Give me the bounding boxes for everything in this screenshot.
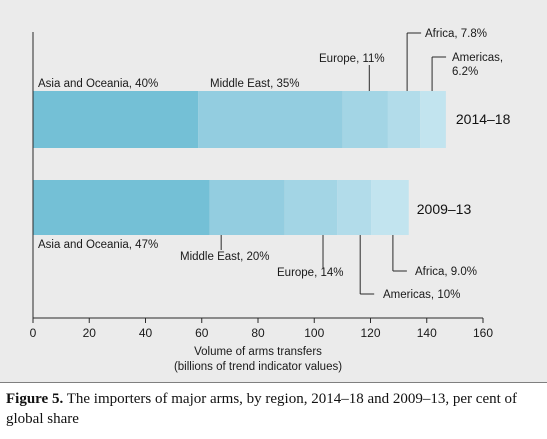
bar-segment-2014-18-europe [342, 91, 388, 148]
x-tick-label: 40 [139, 326, 153, 340]
bar-segment-2009-13-asia-and-oceania [33, 180, 210, 235]
bar-segment-2014-18-americas [420, 91, 446, 148]
segment-label: Europe, 11% [319, 53, 385, 65]
bar-segment-2009-13-europe [284, 180, 338, 235]
segment-label: Americas, [452, 52, 503, 64]
x-tick-label: 140 [417, 326, 437, 340]
x-tick-label: 80 [251, 326, 265, 340]
segment-label: Africa, 7.8% [425, 28, 487, 40]
chart: 0 20 40 60 80 100 120 140 160 Volume of arms tran… [30, 28, 511, 373]
x-axis-subtitle: (billions of trend indicator values) [174, 361, 342, 373]
x-tick-label: 120 [360, 326, 380, 340]
caption-text: The importers of major arms, by region, … [6, 391, 518, 427]
bar-segment-2014-18-africa [387, 91, 421, 148]
segment-label: Asia and Oceania, 40% [38, 78, 158, 90]
segment-label: Africa, 9.0% [415, 266, 477, 278]
chart-panel: 0 20 40 60 80 100 120 140 160 Volume of arms tran… [0, 0, 547, 383]
bar-segment-2009-13-middle-east [209, 180, 285, 235]
segment-label: Middle East, 35% [210, 78, 300, 90]
bar-segment-2009-13-americas [371, 180, 409, 235]
bar-segment-2014-18-asia-and-oceania [33, 91, 199, 148]
bar-segment-2009-13-africa [337, 180, 372, 235]
segment-label: Americas, 10% [383, 289, 460, 301]
x-tick-label: 20 [83, 326, 97, 340]
x-axis-title: Volume of arms transfers [194, 346, 322, 358]
segment-label: Middle East, 20% [180, 251, 270, 263]
x-tick-label: 100 [304, 326, 324, 340]
figure-caption: Figure 5. The importers of major arms, b… [6, 389, 542, 429]
caption-label: Figure 5. [6, 391, 64, 407]
segment-label: Europe, 14% [277, 267, 344, 279]
segment-label: 6.2% [452, 66, 478, 78]
segment-label: Asia and Oceania, 47% [38, 239, 158, 251]
period-label-2009-13: 2009–13 [417, 201, 472, 217]
period-label-2014-18: 2014–18 [456, 111, 511, 127]
x-tick-label: 0 [30, 326, 37, 340]
x-tick-label: 60 [195, 326, 209, 340]
x-tick-label: 160 [473, 326, 493, 340]
bar-segment-2014-18-middle-east [198, 91, 343, 148]
